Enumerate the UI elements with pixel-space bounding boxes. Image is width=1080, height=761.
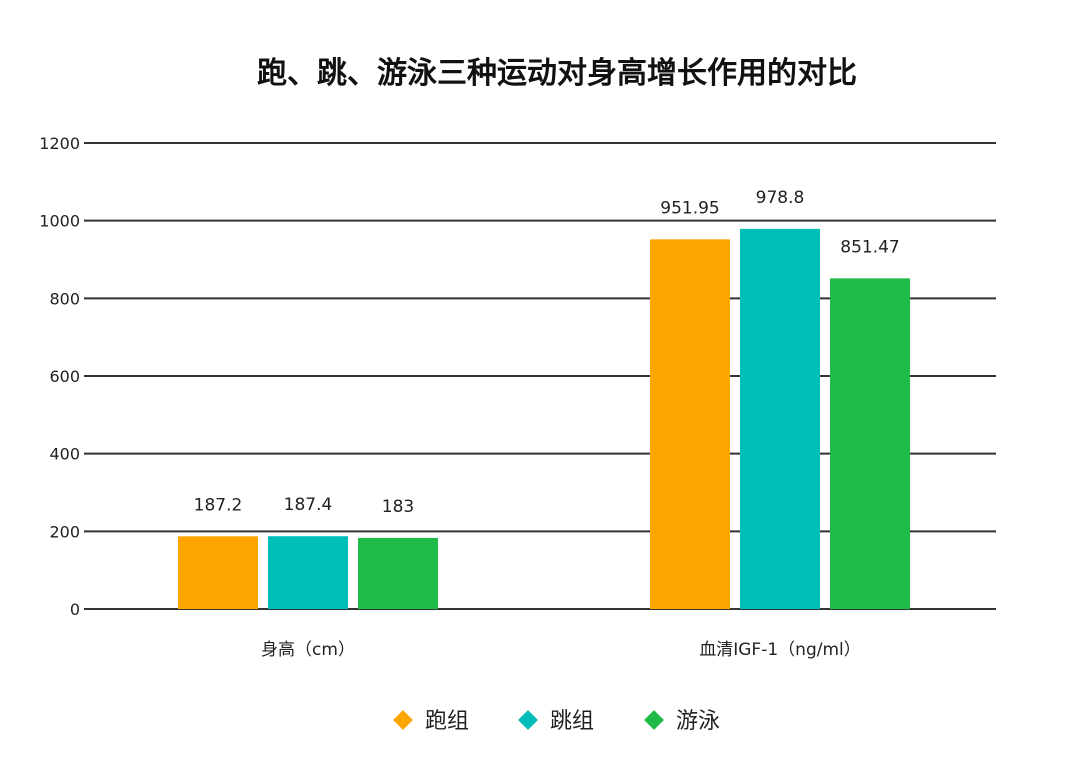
- y-tick-label-400: 400: [49, 445, 80, 464]
- y-tick-label-800: 800: [49, 289, 80, 308]
- legend-label-3: 游泳: [676, 709, 720, 734]
- data-label-1-series-1: 187.2: [194, 495, 243, 515]
- bar-2-series-3: [830, 278, 910, 609]
- y-tick-label-600: 600: [49, 367, 80, 386]
- y-tick-label-0: 0: [70, 600, 80, 619]
- data-label-1-series-3: 183: [382, 497, 414, 517]
- y-tick-label-1200: 1200: [39, 134, 80, 153]
- legend-marker-3: [644, 710, 664, 730]
- data-label-1-series-2: 187.4: [284, 495, 333, 515]
- y-axis: 0 200 400 600 800 1000 1200: [39, 134, 80, 619]
- bar-2-series-2: [740, 228, 820, 609]
- legend-marker-2: [518, 710, 538, 730]
- bars: [178, 228, 910, 609]
- data-labels: 187.2 187.4 183 951.95 978.8 851.47: [194, 188, 900, 517]
- bar-2-series-1: [650, 239, 730, 609]
- x-category-label-2: 血清IGF-1（ng/ml）: [699, 640, 861, 660]
- bar-1-series-1: [178, 536, 258, 609]
- bar-1-series-2: [268, 536, 348, 609]
- x-category-label-1: 身高（cm）: [261, 640, 355, 660]
- y-tick-label-200: 200: [49, 522, 80, 541]
- legend-label-2: 跳组: [550, 709, 594, 734]
- gridlines: [84, 142, 996, 610]
- chart-title: 跑、跳、游泳三种运动对身高增长作用的对比: [257, 56, 857, 91]
- data-label-2-series-1: 951.95: [660, 198, 719, 218]
- y-tick-label-1000: 1000: [39, 212, 80, 231]
- x-axis: 身高（cm） 血清IGF-1（ng/ml）: [261, 640, 861, 660]
- data-label-2-series-3: 851.47: [840, 237, 899, 257]
- data-label-2-series-2: 978.8: [756, 188, 805, 208]
- legend-marker-1: [393, 710, 413, 730]
- legend: 跑组 跳组 游泳: [393, 709, 720, 734]
- legend-label-1: 跑组: [425, 709, 469, 734]
- bar-1-series-3: [358, 537, 438, 609]
